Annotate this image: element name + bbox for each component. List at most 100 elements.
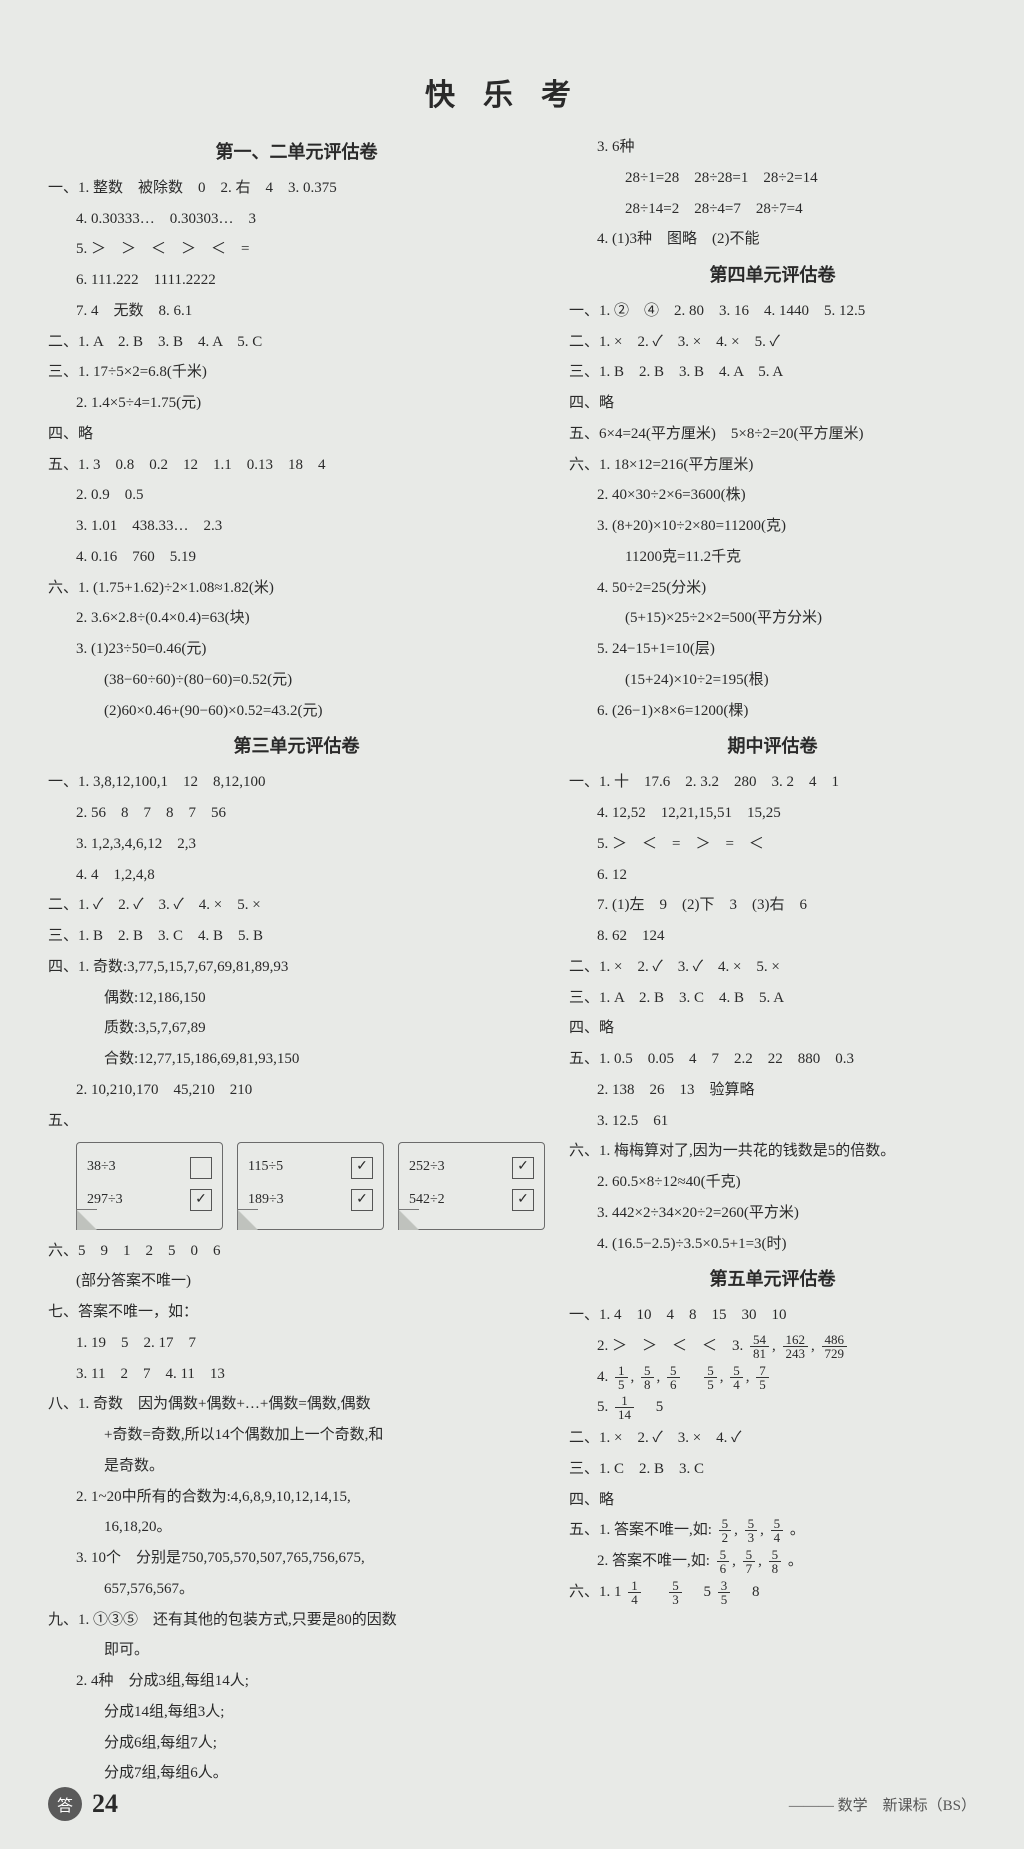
answer-card: 38÷3 297÷3 <box>76 1142 223 1229</box>
text-line-frac: 2. 答案不唯一,如: 56, 57, 58 。 <box>569 1546 976 1577</box>
text-line: 3. 1.01 438.33… 2.3 <box>48 511 545 542</box>
checkbox-checked-icon <box>190 1189 212 1211</box>
text-line: 二、1. × 2. ✓ 3. × 4. ✓ <box>569 1423 976 1454</box>
text-line: 5. ＞ ＜ = ＞ = ＜ <box>569 829 976 860</box>
text-line: 28÷1=28 28÷28=1 28÷2=14 <box>569 163 976 194</box>
section-title-3: 第三单元评估卷 <box>48 728 545 765</box>
checkbox-checked-icon <box>512 1189 534 1211</box>
text-run: 五、1. 答案不唯一,如: <box>569 1522 716 1538</box>
text-run <box>648 1584 663 1600</box>
text-run: 。 <box>790 1522 805 1538</box>
text-line: 一、1. 十 17.6 2. 3.2 280 3. 2 4 1 <box>569 767 976 798</box>
text-line: 七、答案不唯一，如： <box>48 1297 545 1328</box>
text-line: 2. 1.4×5÷4=1.75(元) <box>48 388 545 419</box>
text-line: 3. 12.5 61 <box>569 1106 976 1137</box>
text-line: 偶数:12,186,150 <box>48 983 545 1014</box>
text-line: 四、1. 奇数:3,77,5,15,7,67,69,81,89,93 <box>48 952 545 983</box>
fraction: 58 <box>641 1364 654 1391</box>
fraction: 35 <box>718 1579 731 1606</box>
card-row: 38÷3 <box>87 1153 212 1182</box>
text-line: 2. 4种 分成3组,每组14人; <box>48 1666 545 1697</box>
fraction: 57 <box>743 1548 756 1575</box>
text-line: 三、1. 17÷5×2=6.8(千米) <box>48 357 545 388</box>
text-line: 2. 10,210,170 45,210 210 <box>48 1075 545 1106</box>
fraction: 56 <box>717 1548 730 1575</box>
text-line: +奇数=奇数,所以14个偶数加上一个奇数,和 <box>48 1420 545 1451</box>
text-line: 4. 4 1,2,4,8 <box>48 860 545 891</box>
text-line: (15+24)×10÷2=195(根) <box>569 665 976 696</box>
text-line: 2. 1~20中所有的合数为:4,6,8,9,10,12,14,15, <box>48 1482 545 1513</box>
text-line: 2. 3.6×2.8÷(0.4×0.4)=63(块) <box>48 603 545 634</box>
text-line: 五、1. 0.5 0.05 4 7 2.2 22 880 0.3 <box>569 1044 976 1075</box>
fraction: 75 <box>756 1364 769 1391</box>
text-line: 六、5 9 1 2 5 0 6 <box>48 1236 545 1267</box>
text-line: 657,576,567。 <box>48 1574 545 1605</box>
text-line: 11200克=11.2千克 <box>569 542 976 573</box>
text-line: 六、1. 梅梅算对了,因为一共花的钱数是5的倍数。 <box>569 1136 976 1167</box>
text-line: 7. 4 无数 8. 6.1 <box>48 296 545 327</box>
card-expr: 38÷3 <box>87 1153 116 1182</box>
text-run: 。 <box>788 1553 803 1569</box>
text-run: 8 <box>737 1584 760 1600</box>
page-footer: 答 24 ——— 数学 新课标（BS） <box>48 1787 976 1821</box>
fraction: 14 <box>628 1579 641 1606</box>
content-columns: 第一、二单元评估卷 一、1. 整数 被除数 0 2. 右 4 3. 0.375 … <box>48 132 976 1789</box>
text-line: 九、1. ①③⑤ 还有其他的包装方式,只要是80的因数 <box>48 1605 545 1636</box>
card-row: 252÷3 <box>409 1153 534 1182</box>
text-line: 三、1. B 2. B 3. C 4. B 5. B <box>48 921 545 952</box>
text-line: 三、1. A 2. B 3. C 4. B 5. A <box>569 983 976 1014</box>
text-run: 5. <box>597 1399 612 1415</box>
section-title-1-2: 第一、二单元评估卷 <box>48 134 545 171</box>
page-fold-icon <box>398 1209 419 1230</box>
fraction: 114 <box>615 1394 634 1421</box>
text-line: 3. (8+20)×10÷2×80=11200(克) <box>569 511 976 542</box>
text-line: 2. 60.5×8÷12≈40(千克) <box>569 1167 976 1198</box>
text-run: 5 <box>689 1584 712 1600</box>
text-line: 六、1. 18×12=216(平方厘米) <box>569 450 976 481</box>
text-line: 3. 11 2 7 4. 11 13 <box>48 1359 545 1390</box>
text-line: 28÷14=2 28÷4=7 28÷7=4 <box>569 194 976 225</box>
card-row: 115÷5 <box>248 1153 373 1182</box>
footer-right: ——— 数学 新课标（BS） <box>789 1794 976 1815</box>
checkbox-checked-icon <box>351 1157 373 1179</box>
text-line: 二、1. × 2. ✓ 3. × 4. × 5. ✓ <box>569 327 976 358</box>
text-run: 2. 答案不唯一,如: <box>597 1553 714 1569</box>
text-line: 2. 40×30÷2×6=3600(株) <box>569 480 976 511</box>
text-line: (38−60÷60)÷(80−60)=0.52(元) <box>48 665 545 696</box>
text-run: 六、1. 1 <box>569 1584 622 1600</box>
text-run: 4. <box>597 1369 612 1385</box>
text-line: 一、1. 整数 被除数 0 2. 右 4 3. 0.375 <box>48 173 545 204</box>
left-column: 第一、二单元评估卷 一、1. 整数 被除数 0 2. 右 4 3. 0.375 … <box>48 132 545 1789</box>
footer-left: 答 24 <box>48 1787 118 1821</box>
text-line: 6. 12 <box>569 860 976 891</box>
fraction: 15 <box>615 1364 628 1391</box>
footer-right-text: 数学 新课标（BS） <box>838 1798 976 1814</box>
text-line: 一、1. ② ④ 2. 80 3. 16 4. 1440 5. 12.5 <box>569 296 976 327</box>
answer-card: 252÷3 542÷2 <box>398 1142 545 1229</box>
text-line-frac: 4. 15, 58, 56 55, 54, 75 <box>569 1362 976 1393</box>
text-line: 2. 0.9 0.5 <box>48 480 545 511</box>
fraction: 162243 <box>783 1333 809 1360</box>
checkbox-icon <box>190 1157 212 1179</box>
text-line: 4. 50÷2=25(分米) <box>569 573 976 604</box>
text-line: 二、1. × 2. ✓ 3. ✓ 4. × 5. × <box>569 952 976 983</box>
text-line-frac: 5. 114 5 <box>569 1392 976 1423</box>
page-fold-icon <box>76 1209 97 1230</box>
fraction: 54 <box>771 1517 784 1544</box>
fraction: 58 <box>769 1548 782 1575</box>
text-line-frac: 2. ＞ ＞ ＜ ＜ 3. 5481, 162243, 486729 <box>569 1331 976 1362</box>
text-line: 5. ＞ ＞ ＜ ＞ ＜ = <box>48 234 545 265</box>
text-line: (5+15)×25÷2×2=500(平方分米) <box>569 603 976 634</box>
card-expr: 252÷3 <box>409 1153 445 1182</box>
text-line: 三、1. B 2. B 3. B 4. A 5. A <box>569 357 976 388</box>
text-line: 即可。 <box>48 1635 545 1666</box>
text-line: 六、1. (1.75+1.62)÷2×1.08≈1.82(米) <box>48 573 545 604</box>
answer-card: 115÷5 189÷3 <box>237 1142 384 1229</box>
page-number: 24 <box>92 1789 118 1819</box>
text-line: 二、1. ✓ 2. ✓ 3. ✓ 4. × 5. × <box>48 890 545 921</box>
fraction: 53 <box>745 1517 758 1544</box>
page-title: 快乐考 <box>48 70 976 114</box>
text-line: 三、1. C 2. B 3. C <box>569 1454 976 1485</box>
card-row: 297÷3 <box>87 1186 212 1215</box>
text-line: 4. (16.5−2.5)÷3.5×0.5+1=3(时) <box>569 1229 976 1260</box>
